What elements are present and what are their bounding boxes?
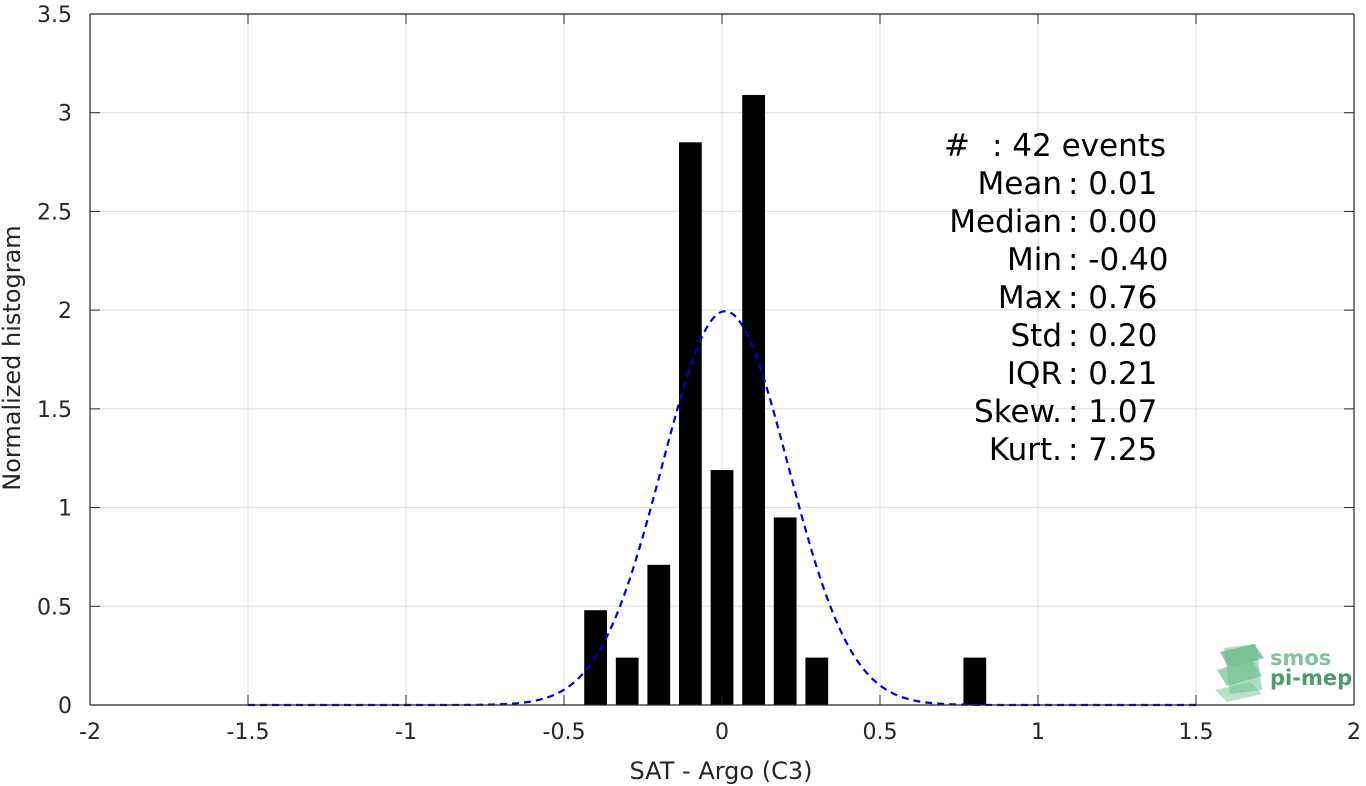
x-tick-label: -0.5 [543,720,586,745]
histogram-bars [584,94,987,706]
stat-label: Std [1010,318,1062,354]
logo-text-smos: smos [1270,646,1331,670]
x-tick-label: 2 [1347,720,1361,745]
x-axis-label: SAT - Argo (C3) [630,757,813,785]
y-tick-label: 2 [58,299,72,324]
stat-count-value: : 42 events [992,128,1166,164]
stat-label: Min [1007,242,1062,278]
stat-value: : -0.40 [1068,242,1169,278]
x-tick-label: 1.5 [1179,720,1214,745]
stat-value: : 7.25 [1068,432,1157,468]
x-tick-label: 0.5 [863,720,898,745]
stat-label: Mean [978,166,1062,202]
stat-value: : 1.07 [1068,394,1157,430]
plot-axes [89,13,1355,706]
logo-emblem-icon [1215,644,1264,702]
stat-label: Max [998,280,1062,316]
y-tick-label: 3 [58,102,72,127]
histogram-bar [615,657,639,705]
smos-pi-mep-logo: smos pi-mep [1215,644,1352,702]
y-tick-label: 1 [58,497,72,522]
logo-text-pi-mep: pi-mep [1270,666,1352,690]
y-axis-label: Normalized histogram [0,225,26,490]
y-tick-label: 0 [58,694,72,719]
x-tick-label: -1 [395,720,417,745]
y-tick-label: 2.5 [37,200,72,225]
stat-label: IQR [1007,356,1062,392]
y-tick-label: 3.5 [37,3,72,28]
stat-label: Skew. [974,394,1062,430]
x-tick-label: -2 [79,720,101,745]
histogram-bar [773,517,797,705]
y-tick-label: 0.5 [37,595,72,620]
x-tick-label: 1 [1031,720,1045,745]
stat-value: : 0.21 [1068,356,1157,392]
histogram-bar [963,657,987,705]
x-tick-labels: -2 -1.5 -1 -0.5 0 0.5 1 1.5 2 [79,720,1361,745]
stat-value: : 0.20 [1068,318,1157,354]
histogram-bar [742,94,765,705]
y-tick-label: 1.5 [37,398,72,423]
stat-label: Kurt. [989,432,1062,468]
histogram-bar [679,142,702,706]
stat-value: : 0.76 [1068,280,1157,316]
x-tick-label: -1.5 [227,720,270,745]
histogram-bar [805,657,829,705]
y-tick-labels: 0 0.5 1 1.5 2 2.5 3 3.5 [37,3,72,719]
histogram-bar [647,564,671,705]
stat-count-label: # [944,128,970,164]
histogram-bar [710,470,734,705]
stat-label: Median [949,204,1062,240]
stat-value: : 0.01 [1068,166,1157,202]
stat-value: : 0.00 [1068,204,1157,240]
x-tick-label: 0 [715,720,729,745]
